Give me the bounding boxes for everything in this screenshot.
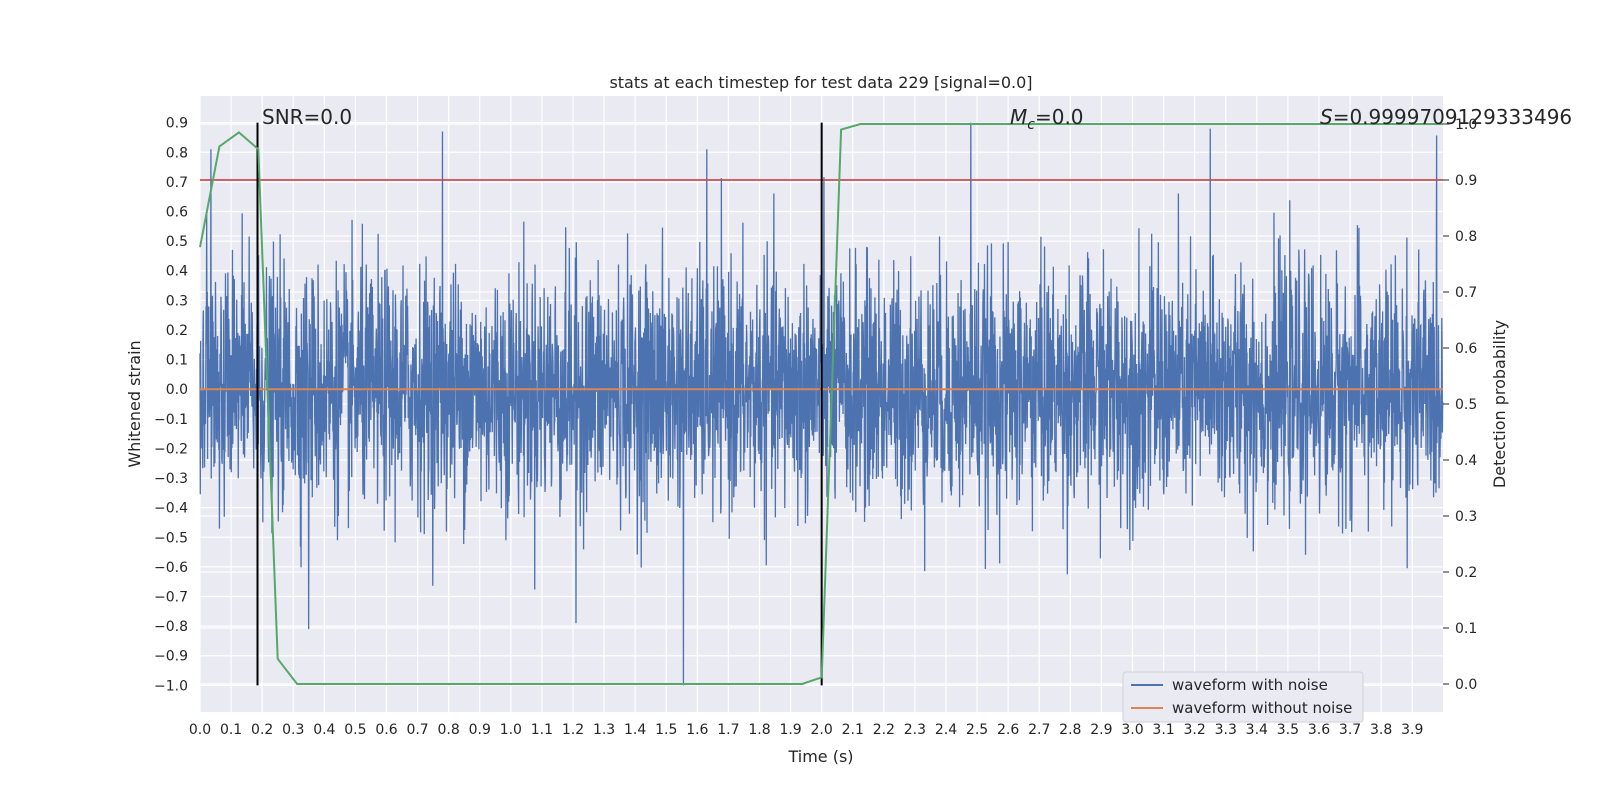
y-tick-label-left: −1.0	[154, 678, 188, 694]
y-tick-label-left: −0.4	[154, 501, 188, 517]
x-tick-label: 0.1	[220, 722, 242, 738]
y-tick-label-left: 0.3	[166, 293, 188, 309]
x-tick-label: 0.8	[438, 722, 460, 738]
y-axis-label-left: Whitened strain	[125, 340, 144, 467]
x-tick-label: 0.4	[313, 722, 335, 738]
y-ticks-right: 0.0 0.1 0.2 0.3 0.4 0.5 0.6 0.7 0.8 0.9 1.0	[1443, 117, 1477, 693]
x-tick-label: 0.7	[406, 722, 428, 738]
y-tick-label-left: 0.2	[166, 323, 188, 339]
x-tick-label: 3.3	[1215, 722, 1237, 738]
y-tick-label-right: 0.9	[1455, 173, 1477, 189]
y-tick-label-left: −0.7	[154, 590, 188, 606]
s-annotation: S=0.9999709129333496	[1320, 105, 1572, 129]
y-tick-label-right: 0.6	[1455, 341, 1477, 357]
legend-label-clean: waveform without noise	[1172, 699, 1352, 717]
x-tick-label: 2.8	[1059, 722, 1081, 738]
y-tick-label-left: 0.1	[166, 353, 188, 369]
x-tick-label: 2.5	[966, 722, 988, 738]
y-tick-label-right: 0.8	[1455, 229, 1477, 245]
y-tick-label-right: 0.1	[1455, 621, 1477, 637]
legend: waveform with noise waveform without noi…	[1122, 671, 1364, 723]
x-ticks: 0.0 0.1 0.2 0.3 0.4 0.5 0.6 0.7 0.8 0.9 1.0 1.1 1.2 1…	[189, 722, 1423, 738]
y-tick-label-left: 0.8	[166, 145, 188, 161]
x-tick-label: 2.6	[997, 722, 1019, 738]
y-tick-label-left: 0.5	[166, 234, 188, 250]
x-tick-label: 2.4	[935, 722, 957, 738]
mc-annotation: Mc=0.0	[1010, 105, 1084, 133]
y-tick-label-left: 0.7	[166, 175, 188, 191]
y-ticks-left: −1.0 −0.9 −0.8 −0.7 −0.6 −0.5 −0.4 −0.3 −0.2 −0.1…	[154, 116, 188, 695]
x-tick-label: 1.5	[655, 722, 677, 738]
s-symbol: S	[1320, 105, 1333, 129]
x-tick-label: 0.6	[375, 722, 397, 738]
x-tick-label: 0.9	[469, 722, 491, 738]
y-tick-label-right: 0.2	[1455, 565, 1477, 581]
y-tick-label-right: 0.5	[1455, 397, 1477, 413]
x-tick-label: 2.2	[873, 722, 895, 738]
y-tick-label-left: −0.6	[154, 560, 188, 576]
x-tick-label: 1.1	[531, 722, 553, 738]
x-tick-label: 3.8	[1370, 722, 1392, 738]
x-tick-label: 3.9	[1401, 722, 1423, 738]
x-tick-label: 0.3	[282, 722, 304, 738]
x-tick-label: 1.3	[593, 722, 615, 738]
mc-value: =0.0	[1035, 105, 1084, 129]
x-tick-label: 3.0	[1121, 722, 1143, 738]
legend-label-noisy: waveform with noise	[1172, 676, 1328, 694]
chart-title: stats at each timestep for test data 229…	[609, 73, 1032, 92]
x-tick-label: 1.6	[686, 722, 708, 738]
y-tick-label-left: −0.3	[154, 471, 188, 487]
y-tick-label-right: 0.7	[1455, 285, 1477, 301]
y-axis-label-right: Detection probability	[1490, 320, 1509, 488]
detection-probability-series	[199, 123, 1443, 685]
x-tick-label: 3.7	[1339, 722, 1361, 738]
x-tick-label: 3.4	[1246, 722, 1268, 738]
x-tick-label: 3.5	[1277, 722, 1299, 738]
x-tick-label: 2.0	[811, 722, 833, 738]
x-tick-label: 1.8	[748, 722, 770, 738]
y-tick-label-left: −0.2	[154, 441, 188, 457]
x-tick-label: 1.2	[562, 722, 584, 738]
y-tick-label-left: 0.9	[166, 116, 188, 132]
x-tick-label: 2.3	[904, 722, 926, 738]
x-tick-label: 0.2	[251, 722, 273, 738]
x-tick-label: 3.2	[1184, 722, 1206, 738]
x-tick-label: 3.6	[1308, 722, 1330, 738]
y-tick-label-left: −0.5	[154, 530, 188, 546]
y-tick-label-right: 0.0	[1455, 677, 1477, 693]
y-tick-label-left: 0.4	[166, 264, 188, 280]
y-tick-label-right: 1.0	[1455, 117, 1477, 133]
x-axis-label: Time (s)	[787, 747, 853, 766]
y-tick-label-right: 0.3	[1455, 509, 1477, 525]
x-tick-label: 1.0	[500, 722, 522, 738]
vertical-markers	[256, 122, 823, 686]
x-tick-label: 1.9	[779, 722, 801, 738]
x-tick-label: 3.1	[1152, 722, 1174, 738]
y-tick-label-left: −0.9	[154, 649, 188, 665]
y-tick-label-left: 0.0	[166, 382, 188, 398]
x-tick-label: 2.9	[1090, 722, 1112, 738]
y-tick-label-left: −0.1	[154, 412, 188, 428]
x-tick-label: 1.7	[717, 722, 739, 738]
x-tick-label: 2.1	[842, 722, 864, 738]
x-tick-label: 0.5	[344, 722, 366, 738]
x-tick-label: 1.4	[624, 722, 646, 738]
y-tick-label-left: −0.8	[154, 619, 188, 635]
mc-symbol: M	[1010, 105, 1027, 129]
x-tick-label: 0.0	[189, 722, 211, 738]
y-tick-label-right: 0.4	[1455, 453, 1477, 469]
legend-box	[1122, 671, 1364, 723]
snr-annotation: SNR=0.0	[262, 105, 352, 129]
mc-subscript: c	[1027, 117, 1035, 133]
s-value: =0.9999709129333496	[1333, 105, 1572, 129]
x-tick-label: 2.7	[1028, 722, 1050, 738]
y-tick-label-left: 0.6	[166, 205, 188, 221]
